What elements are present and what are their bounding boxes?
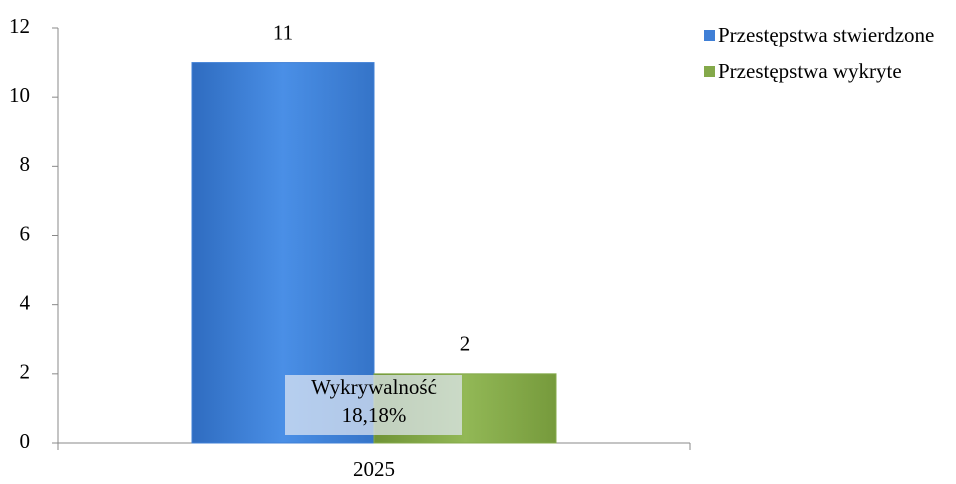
legend-swatch <box>704 66 715 77</box>
y-tick-label: 0 <box>20 429 31 453</box>
legend-item: Przestępstwa wykryte <box>700 56 954 86</box>
value-label: 2 <box>460 332 471 356</box>
legend-item: Przestępstwa stwierdzone <box>700 20 954 50</box>
legend-label: Przestępstwa stwierdzone <box>718 23 935 47</box>
annotation: 18,18% <box>342 403 407 427</box>
y-tick-label: 8 <box>20 152 31 176</box>
annotation: Wykrywalność <box>311 375 437 399</box>
y-tick-label: 4 <box>20 290 31 314</box>
y-tick-label: 12 <box>9 14 30 38</box>
legend-label: Przestępstwa wykryte <box>718 59 902 83</box>
y-tick-label: 6 <box>20 221 31 245</box>
legend-swatch <box>704 30 715 41</box>
value-label: 11 <box>273 20 293 44</box>
y-tick-label: 10 <box>9 83 30 107</box>
x-tick-label: 2025 <box>353 457 395 481</box>
y-tick-label: 2 <box>20 360 31 384</box>
legend: Przestępstwa stwierdzone Przestępstwa wyk… <box>700 20 950 92</box>
annotation-box <box>285 375 462 435</box>
